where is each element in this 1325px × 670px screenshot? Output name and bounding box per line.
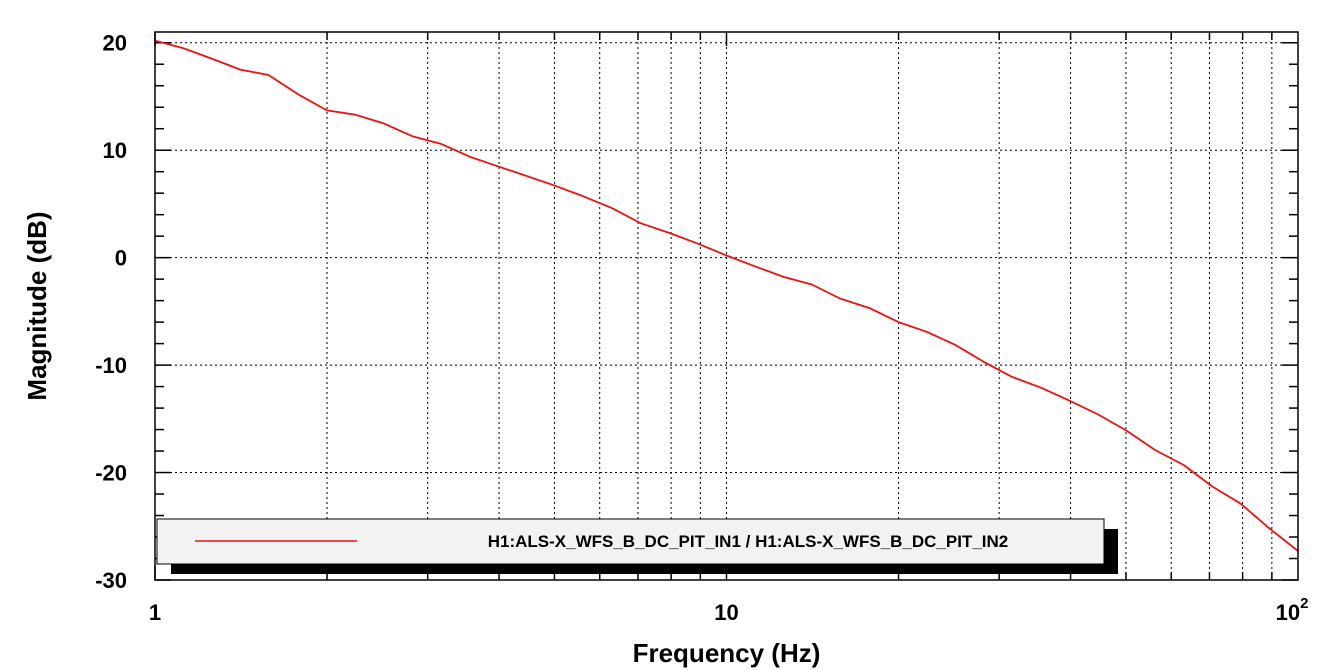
plot-frame (154, 31, 1299, 581)
x-tick-label: 102 (1276, 595, 1309, 625)
series-line (154, 39, 1299, 552)
y-tick-labels: 20 10 0 -10 -20 -30 (95, 31, 127, 593)
y-tick-label: -30 (95, 568, 127, 593)
axis-ticks (154, 32, 1298, 581)
y-tick-label: 20 (103, 31, 127, 56)
y-axis-title: Magnitude (dB) (22, 211, 52, 400)
y-tick-label: -10 (95, 353, 127, 378)
y-tick-label: 0 (115, 246, 127, 271)
series-lines (154, 39, 1299, 552)
legend: H1:ALS-X_WFS_B_DC_PIT_IN1 / H1:ALS-X_WFS… (156, 518, 1118, 574)
x-tick-label: 1 (149, 600, 161, 625)
x-tick-label: 10 (714, 600, 738, 625)
legend-series-label: H1:ALS-X_WFS_B_DC_PIT_IN1 / H1:ALS-X_WFS… (488, 532, 1009, 551)
x-axis-title: Frequency (Hz) (633, 638, 821, 668)
x-tick-labels: 1 10 102 (149, 595, 1309, 625)
x-tick-label-exponent: 2 (1300, 595, 1308, 612)
y-tick-label: 10 (103, 138, 127, 163)
y-tick-label: -20 (95, 461, 127, 486)
